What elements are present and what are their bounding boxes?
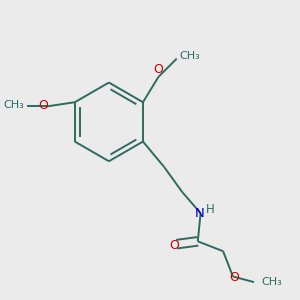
Text: O: O	[229, 272, 239, 284]
Text: CH₃: CH₃	[261, 277, 282, 287]
Text: CH₃: CH₃	[179, 51, 200, 62]
Text: H: H	[206, 202, 215, 215]
Text: N: N	[194, 207, 204, 220]
Text: O: O	[154, 62, 164, 76]
Text: O: O	[169, 239, 179, 252]
Text: CH₃: CH₃	[4, 100, 24, 110]
Text: O: O	[38, 98, 48, 112]
